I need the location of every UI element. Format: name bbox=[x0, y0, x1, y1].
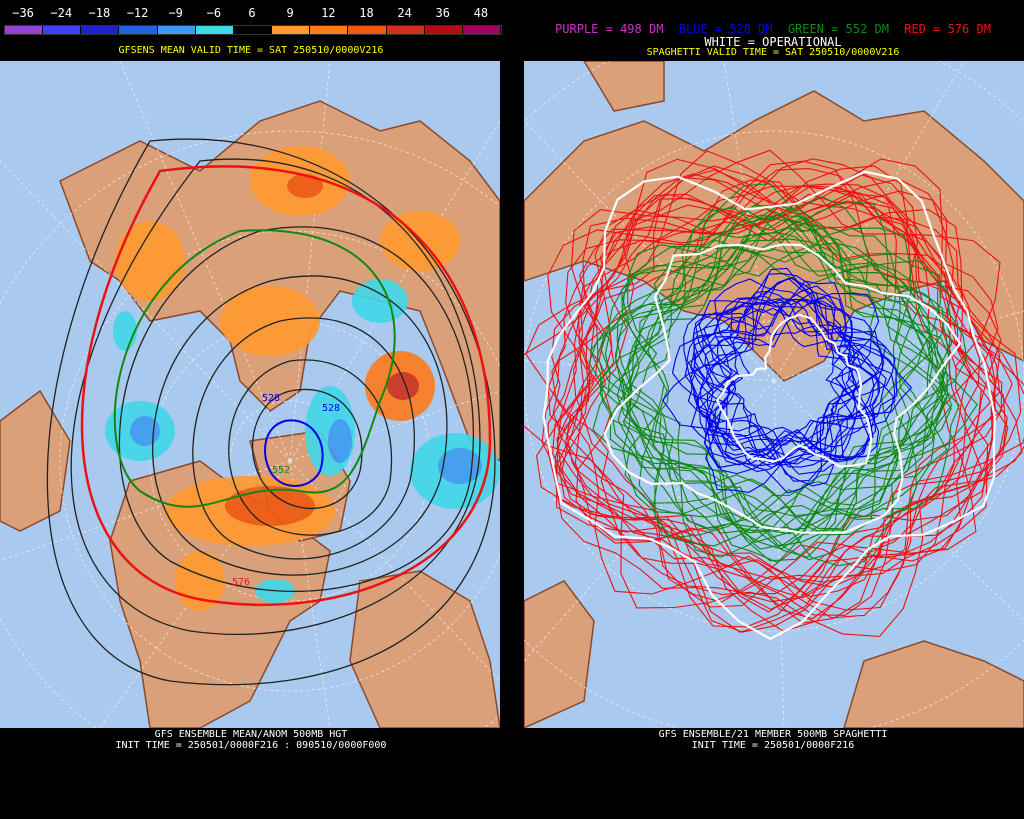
contour-552 bbox=[113, 229, 396, 508]
spaghetti-line bbox=[690, 295, 885, 493]
scale-swatch bbox=[348, 26, 387, 34]
mean-anomaly-map: 528 528 552 576 bbox=[0, 61, 500, 728]
scale-label: −12 bbox=[126, 6, 149, 20]
spaghetti-line bbox=[622, 246, 949, 531]
spaghetti-line bbox=[708, 297, 895, 464]
scale-label: 24 bbox=[397, 6, 412, 20]
spaghetti-line bbox=[603, 243, 962, 534]
anomaly-color-scale bbox=[4, 25, 502, 35]
spaghetti-line bbox=[596, 226, 978, 535]
scale-label: 9 bbox=[286, 6, 294, 20]
anomaly-shading bbox=[105, 146, 500, 611]
legend-red: RED = 576 DM bbox=[904, 22, 991, 36]
spaghetti-line bbox=[588, 238, 952, 535]
scale-label: −36 bbox=[12, 6, 34, 20]
spaghetti-line bbox=[564, 193, 1008, 598]
spaghetti-line bbox=[589, 183, 948, 562]
scale-swatch bbox=[195, 26, 234, 34]
anomaly-scale-labels: −36 −24 −18 −12 −9 −6 6 9 12 18 24 36 48 bbox=[0, 6, 502, 22]
spaghetti-line bbox=[556, 158, 1024, 611]
scale-label: 36 bbox=[435, 6, 450, 20]
scale-label: −24 bbox=[50, 6, 73, 20]
spaghetti-line bbox=[715, 313, 873, 468]
spaghetti-line bbox=[683, 280, 857, 482]
scale-swatch bbox=[157, 26, 196, 34]
mean-footer-init: INIT TIME = 250501/0000F216 : 090510/000… bbox=[115, 740, 387, 751]
scale-label: −9 bbox=[168, 6, 183, 20]
scale-label: 6 bbox=[248, 6, 256, 20]
spaghetti-line bbox=[671, 292, 880, 469]
scale-swatch bbox=[5, 26, 44, 34]
legend-purple: PURPLE = 498 DM bbox=[555, 22, 664, 36]
ensemble-mean-panel: −36 −24 −18 −12 −9 −6 6 9 12 18 24 36 48 GFSENS MEAN… bbox=[0, 0, 502, 819]
spaghetti-line bbox=[615, 205, 943, 564]
scale-label: 48 bbox=[473, 6, 489, 20]
spaghetti-map bbox=[524, 61, 1024, 728]
legend-white: WHITE = OPERATIONAL bbox=[704, 35, 842, 49]
spaghetti-line bbox=[703, 305, 896, 466]
spaghetti-line bbox=[692, 290, 887, 466]
spaghetti-line bbox=[566, 185, 1003, 588]
scale-swatch bbox=[233, 26, 273, 34]
mean-footer-title: GFS ENSEMBLE MEAN/ANOM 500MB HGT bbox=[154, 729, 348, 740]
spaghetti-line bbox=[662, 298, 874, 463]
scale-swatch bbox=[386, 26, 425, 34]
label-528: 528 bbox=[262, 393, 280, 404]
scale-swatch bbox=[272, 26, 311, 34]
spaghetti-legend: PURPLE = 498 DM BLUE = 528 DM GREEN = 55… bbox=[522, 22, 1024, 36]
spaghetti-line bbox=[693, 296, 860, 487]
spaghetti-line bbox=[693, 308, 884, 473]
spaghetti-line bbox=[706, 277, 877, 463]
scale-label: −6 bbox=[206, 6, 222, 20]
scale-swatch bbox=[310, 26, 349, 34]
spaghetti-line bbox=[555, 174, 996, 610]
mean-map-svg: 528 528 552 576 bbox=[0, 61, 500, 728]
spaghetti-line bbox=[622, 242, 925, 531]
spaghetti-line bbox=[592, 216, 968, 550]
scale-swatch bbox=[119, 26, 158, 34]
spaghetti-panel: PURPLE = 498 DM BLUE = 528 DM GREEN = 55… bbox=[522, 0, 1024, 819]
spaghetti-line bbox=[698, 278, 913, 460]
spaghetti-valid-time: SPAGHETTI VALID TIME = SAT 250510/0000V2… bbox=[646, 47, 900, 58]
land-masses-right bbox=[524, 61, 1024, 728]
spaghetti-line bbox=[547, 168, 1024, 637]
spaghetti-line bbox=[573, 179, 972, 603]
spaghetti-footer-init: INIT TIME = 250501/0000F216 bbox=[691, 740, 855, 751]
scale-label: 18 bbox=[359, 6, 374, 20]
label-528-b: 528 bbox=[322, 403, 340, 414]
legend-green: GREEN = 552 DM bbox=[787, 22, 889, 36]
panel-divider bbox=[502, 0, 522, 819]
scale-swatch bbox=[43, 26, 82, 34]
spaghetti-line bbox=[542, 170, 996, 641]
contour-576 bbox=[80, 165, 492, 606]
legend-blue: BLUE = 528 DM bbox=[678, 22, 773, 36]
spaghetti-line bbox=[524, 149, 1001, 609]
mean-valid-time: GFSENS MEAN VALID TIME = SAT 250510/0000… bbox=[118, 45, 384, 56]
spaghetti-map-svg bbox=[524, 61, 1024, 728]
operational-contours bbox=[542, 170, 996, 641]
label-576: 576 bbox=[232, 577, 250, 588]
contour-528 bbox=[264, 419, 324, 487]
spaghetti-line bbox=[574, 165, 1001, 620]
spaghetti-footer-title: GFS ENSEMBLE/21 MEMBER 500MB SPAGHETTI bbox=[658, 729, 888, 740]
spaghetti-line bbox=[600, 200, 946, 539]
spaghetti-line bbox=[601, 216, 951, 533]
scale-label: −18 bbox=[88, 6, 111, 20]
label-552: 552 bbox=[272, 465, 290, 476]
scale-swatch bbox=[462, 26, 502, 34]
scale-label: 12 bbox=[321, 6, 336, 20]
spaghetti-line bbox=[627, 214, 953, 561]
scale-swatch bbox=[424, 26, 463, 34]
spaghetti-528 bbox=[662, 267, 913, 494]
spaghetti-line bbox=[558, 183, 1013, 580]
scale-swatch bbox=[81, 26, 120, 34]
